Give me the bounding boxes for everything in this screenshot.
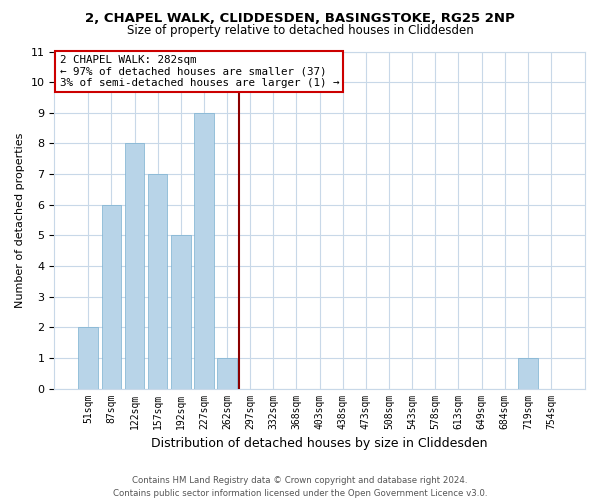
X-axis label: Distribution of detached houses by size in Cliddesden: Distribution of detached houses by size …: [151, 437, 488, 450]
Bar: [148, 174, 167, 388]
Bar: [171, 236, 191, 388]
Text: Contains HM Land Registry data © Crown copyright and database right 2024.
Contai: Contains HM Land Registry data © Crown c…: [113, 476, 487, 498]
Bar: [125, 144, 145, 388]
Text: 2 CHAPEL WALK: 282sqm
← 97% of detached houses are smaller (37)
3% of semi-detac: 2 CHAPEL WALK: 282sqm ← 97% of detached …: [59, 55, 339, 88]
Text: 2, CHAPEL WALK, CLIDDESDEN, BASINGSTOKE, RG25 2NP: 2, CHAPEL WALK, CLIDDESDEN, BASINGSTOKE,…: [85, 12, 515, 26]
Bar: [518, 358, 538, 388]
Bar: [79, 328, 98, 388]
Bar: [101, 204, 121, 388]
Bar: [194, 113, 214, 388]
Y-axis label: Number of detached properties: Number of detached properties: [15, 132, 25, 308]
Text: Size of property relative to detached houses in Cliddesden: Size of property relative to detached ho…: [127, 24, 473, 37]
Bar: [217, 358, 237, 388]
